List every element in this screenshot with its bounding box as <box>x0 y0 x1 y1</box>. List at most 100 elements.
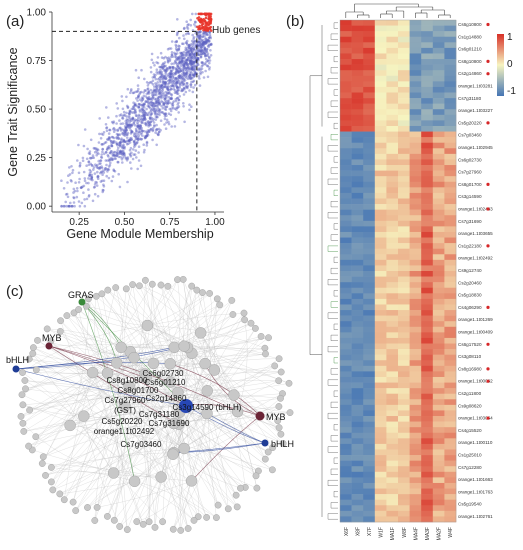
tf-edge <box>81 301 135 482</box>
gene-point <box>177 65 180 69</box>
gene-point <box>197 53 201 56</box>
network-node <box>19 401 27 409</box>
gene-point <box>175 52 179 55</box>
gene-point <box>155 113 158 116</box>
heatmap-cell <box>386 25 399 32</box>
dendrogram-branch <box>333 123 338 129</box>
heatmap-cell <box>444 176 457 183</box>
heatmap-cell <box>444 510 457 517</box>
gene-point <box>107 146 110 149</box>
gene-point <box>110 158 114 162</box>
gene-point <box>173 55 177 58</box>
gene-point <box>193 61 196 65</box>
heatmap-cell <box>398 466 410 473</box>
gene-point <box>141 117 144 121</box>
heatmap-cell <box>421 31 434 38</box>
heatmap-cell <box>351 142 364 149</box>
heatmap-cell <box>409 259 422 266</box>
gene-point <box>203 34 206 38</box>
gene-point <box>153 110 157 114</box>
heatmap-cell <box>432 81 445 88</box>
gene-point <box>170 81 174 85</box>
gene-point <box>178 67 181 71</box>
gene-point <box>195 35 199 39</box>
gene-point <box>159 94 163 97</box>
gene-point <box>155 108 159 112</box>
gene-point <box>116 144 119 147</box>
gene-point <box>109 161 112 165</box>
gene-point <box>143 122 147 125</box>
gene-point <box>146 96 149 100</box>
gene-point <box>206 33 209 36</box>
heatmap-cell <box>409 494 422 500</box>
network-node <box>63 312 71 319</box>
network-node <box>92 292 100 300</box>
gene-point <box>189 61 193 65</box>
heatmap-cell <box>409 31 422 38</box>
heatmap-cell <box>363 142 376 149</box>
heatmap-cell <box>444 204 457 210</box>
gene-point <box>113 153 116 157</box>
heatmap-cell <box>398 354 410 361</box>
heatmap-cell <box>340 131 352 138</box>
gene-point <box>202 42 205 45</box>
gene-point <box>167 99 171 102</box>
network-node <box>129 281 137 288</box>
heatmap-cell <box>444 443 457 450</box>
gene-point <box>90 175 94 179</box>
network-edge <box>126 288 185 449</box>
gene-point <box>170 77 174 81</box>
gene-point <box>163 81 166 84</box>
dendrogram-branch <box>327 245 338 252</box>
heatmap-cell <box>409 371 422 378</box>
heatmap-cell <box>444 125 457 132</box>
heatmap-cell <box>432 31 445 38</box>
heatmap-cell <box>351 388 364 395</box>
gene-point <box>192 73 195 77</box>
gene-point <box>75 187 79 190</box>
gene-point <box>121 150 124 153</box>
gene-point <box>184 90 188 94</box>
highlight-dot <box>486 416 490 420</box>
gene-point <box>144 100 147 103</box>
heatmap-cell <box>340 142 352 149</box>
gene-point <box>149 66 153 69</box>
gene-point <box>112 127 115 131</box>
heatmap-row-label: Cs9g08620 <box>458 403 482 408</box>
heatmap-cell <box>432 153 445 160</box>
gene-point <box>204 40 207 44</box>
heatmap-cell <box>374 254 387 261</box>
hub-gene-point <box>198 24 201 28</box>
gene-point <box>119 129 123 132</box>
legend-gradient-bar <box>497 34 504 96</box>
gene-point <box>125 122 129 125</box>
gene-point <box>115 142 119 146</box>
heatmap-cell <box>421 198 434 205</box>
gene-point <box>107 136 111 139</box>
gene-point <box>99 180 103 183</box>
network-edge <box>51 385 130 482</box>
heatmap-cell <box>374 421 387 428</box>
heatmap-cell <box>386 460 399 467</box>
heatmap-cell <box>432 360 445 367</box>
heatmap-cell <box>351 365 364 372</box>
gene-point <box>169 55 173 59</box>
gene-point <box>182 64 186 68</box>
heatmap-cell <box>432 293 445 300</box>
hub-gene-node <box>208 364 221 376</box>
heatmap-cell <box>351 109 364 116</box>
heatmap-cell <box>421 20 434 26</box>
gene-point <box>131 117 134 120</box>
network-edge <box>172 298 218 455</box>
heatmap-cell <box>421 416 434 422</box>
network-node <box>43 325 51 333</box>
heatmap-row-label: orange1.1t03655 <box>458 231 493 236</box>
gene-point <box>110 179 114 183</box>
gene-point <box>175 85 178 88</box>
heatmap-cell <box>421 310 434 316</box>
hub-gene-node <box>115 341 127 353</box>
heatmap-cell <box>444 332 457 339</box>
gene-point <box>105 151 108 154</box>
gene-point <box>166 101 170 105</box>
gene-point <box>180 61 183 64</box>
